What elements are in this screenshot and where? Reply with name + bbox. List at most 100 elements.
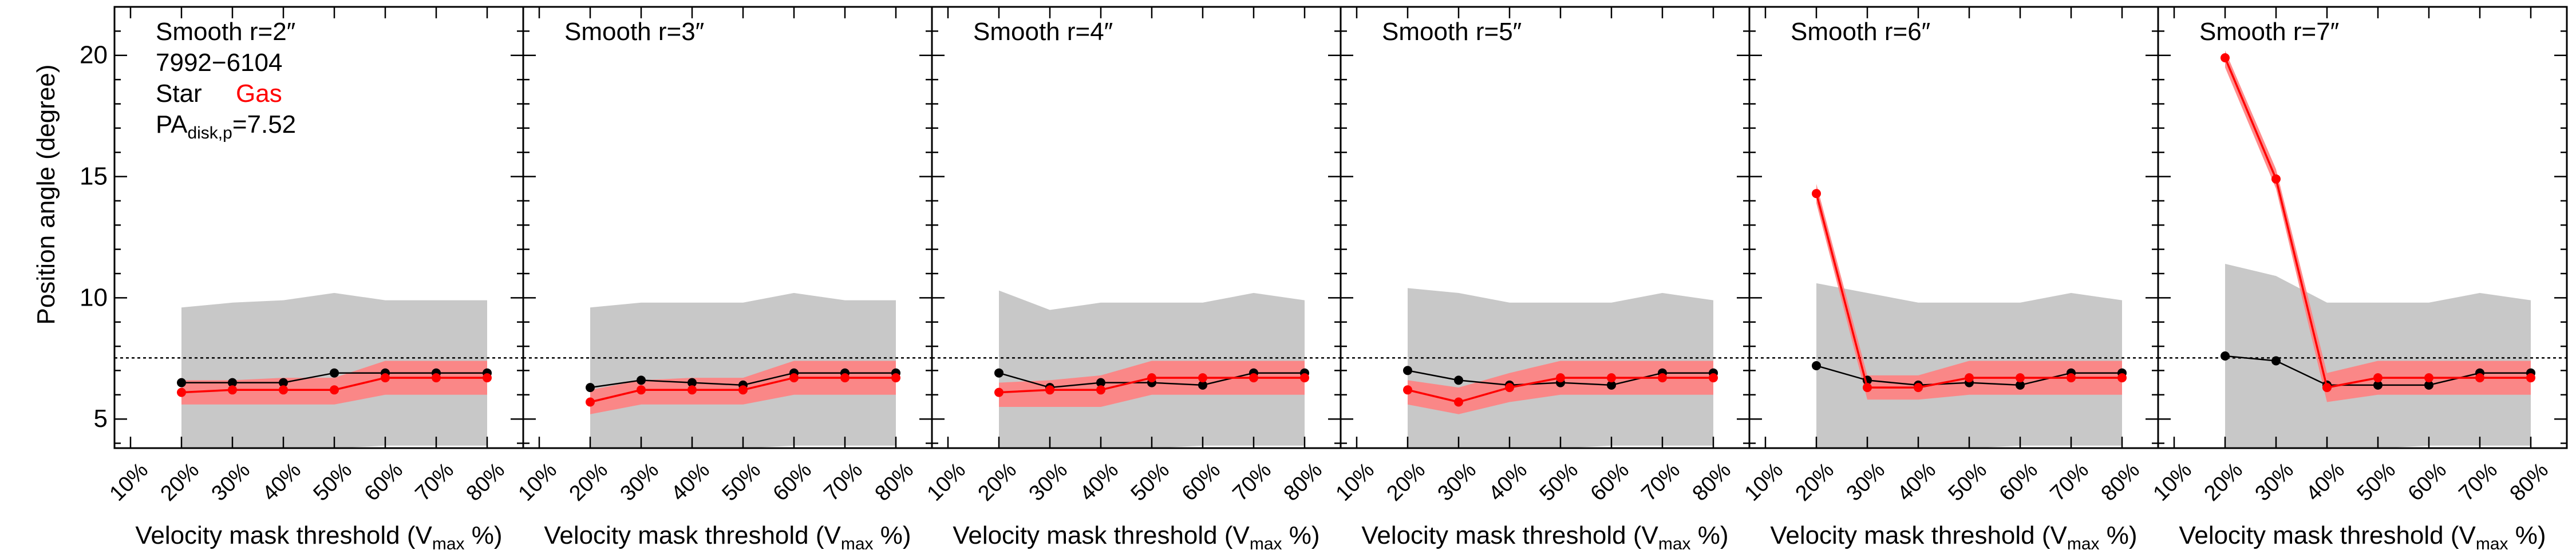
pa-disk-label: PAdisk,p=7.52 — [156, 110, 296, 143]
x-tick-label: 40% — [1076, 458, 1123, 505]
x-axis-label: Velocity mask threshold (Vmax %) — [1770, 521, 2137, 553]
x-tick-label: 10% — [514, 458, 562, 505]
x-tick-label: 30% — [1025, 458, 1072, 505]
y-tick-label: 5 — [94, 405, 108, 433]
panel-6: 10% 20% 30% 40% 50% 60% 70% 80% Smooth r=7″ Veloc… — [2149, 6, 2568, 553]
gray-uncertainty-band — [590, 292, 896, 448]
gas-point — [432, 373, 441, 383]
x-tick-label: 80% — [462, 458, 509, 505]
gas-point — [381, 373, 390, 383]
x-tick-label: 10% — [1332, 458, 1379, 505]
star-point — [1198, 380, 1207, 390]
star-point — [2271, 356, 2281, 366]
x-tick-label: 40% — [2302, 458, 2349, 505]
gas-point — [1454, 397, 1463, 407]
x-tick-label: 70% — [1637, 458, 1685, 505]
star-point — [1812, 361, 1821, 370]
gas-point — [1249, 373, 1258, 383]
gas-point — [1914, 383, 1923, 393]
x-tick-label: 50% — [1127, 458, 1174, 505]
y-tick-label: 15 — [80, 163, 108, 191]
gas-point — [586, 397, 595, 407]
x-axis-label: Velocity mask threshold (Vmax %) — [2179, 521, 2546, 553]
x-tick-label: 70% — [411, 458, 459, 505]
x-tick-label: 10% — [105, 458, 153, 505]
gas-point — [177, 387, 186, 397]
x-axis-label: Velocity mask threshold (Vmax %) — [544, 521, 911, 553]
panel-2: 10% 20% 30% 40% 50% 60% 70% 80% Smooth r=3″ Veloc… — [514, 6, 933, 553]
x-tick-label: 30% — [1433, 458, 1481, 505]
x-tick-label: 70% — [1228, 458, 1276, 505]
gas-point — [2067, 373, 2076, 383]
x-tick-label: 20% — [156, 458, 204, 505]
gas-point — [1505, 383, 1514, 393]
x-tick-label: 40% — [258, 458, 306, 505]
x-tick-label: 70% — [2455, 458, 2502, 505]
star-point — [637, 375, 646, 385]
panel-title: Smooth r=3″ — [564, 18, 704, 46]
legend-gas: Gas — [236, 80, 282, 108]
x-tick-label: 60% — [1586, 458, 1634, 505]
gas-uncertainty-band — [2225, 50, 2531, 402]
x-tick-label: 30% — [1842, 458, 1890, 505]
gas-point — [1658, 373, 1667, 383]
gas-point — [279, 385, 288, 395]
gas-point — [483, 373, 492, 383]
gas-point — [1198, 373, 1207, 383]
x-tick-label: 80% — [2506, 458, 2553, 505]
panel-title: Smooth r=5″ — [1382, 18, 1522, 46]
gas-point — [688, 385, 697, 395]
gas-point — [1607, 373, 1616, 383]
gas-point — [891, 373, 900, 383]
y-tick-label: 20 — [80, 41, 108, 69]
panel-4: 10% 20% 30% 40% 50% 60% 70% 80% Smooth r=5″ Veloc… — [1332, 6, 1751, 553]
x-tick-label: 70% — [820, 458, 867, 505]
x-tick-label: 50% — [309, 458, 357, 505]
x-tick-label: 60% — [2404, 458, 2451, 505]
gas-point — [2526, 373, 2535, 383]
panel-title: Smooth r=2″ — [156, 18, 295, 46]
x-tick-label: 50% — [718, 458, 765, 505]
panel-title: Smooth r=6″ — [1791, 18, 1930, 46]
star-point — [1607, 380, 1616, 390]
x-tick-label: 80% — [871, 458, 918, 505]
x-tick-label: 20% — [1791, 458, 1839, 505]
x-tick-label: 50% — [1535, 458, 1583, 505]
x-tick-label: 40% — [667, 458, 714, 505]
gas-point — [2117, 373, 2127, 383]
x-tick-label: 30% — [2251, 458, 2298, 505]
gas-point — [2322, 383, 2332, 393]
x-tick-label: 40% — [1484, 458, 1532, 505]
y-tick-label: 10 — [80, 283, 108, 311]
x-tick-label: 10% — [923, 458, 970, 505]
gas-point — [2373, 373, 2383, 383]
x-tick-label: 60% — [1178, 458, 1225, 505]
gas-point — [637, 385, 646, 395]
x-axis-label: Velocity mask threshold (Vmax %) — [135, 521, 502, 553]
star-point — [2221, 351, 2230, 361]
gas-point — [738, 385, 748, 395]
galaxy-id: 7992−6104 — [156, 49, 282, 77]
x-tick-label: 60% — [360, 458, 408, 505]
x-tick-label: 60% — [1995, 458, 2042, 505]
gas-point — [2016, 373, 2025, 383]
gas-point — [1812, 189, 1821, 199]
gas-point — [330, 385, 339, 395]
legend-star: Star — [156, 80, 202, 108]
x-tick-label: 40% — [1893, 458, 1941, 505]
x-axis-label: Velocity mask threshold (Vmax %) — [953, 521, 1319, 553]
gas-point — [789, 373, 799, 383]
star-point — [330, 368, 339, 378]
panel-title: Smooth r=4″ — [973, 18, 1113, 46]
x-tick-label: 20% — [565, 458, 613, 505]
x-tick-label: 80% — [1688, 458, 1736, 505]
panel-3: 10% 20% 30% 40% 50% 60% 70% 80% Smooth r=4″ Veloc… — [923, 6, 1342, 553]
gas-point — [1965, 373, 1974, 383]
gas-point — [1709, 373, 1718, 383]
star-point — [1403, 366, 1412, 375]
star-point — [228, 378, 237, 387]
gas-point — [1300, 373, 1309, 383]
gas-point — [1096, 385, 1105, 395]
gas-uncertainty-band — [181, 361, 487, 405]
